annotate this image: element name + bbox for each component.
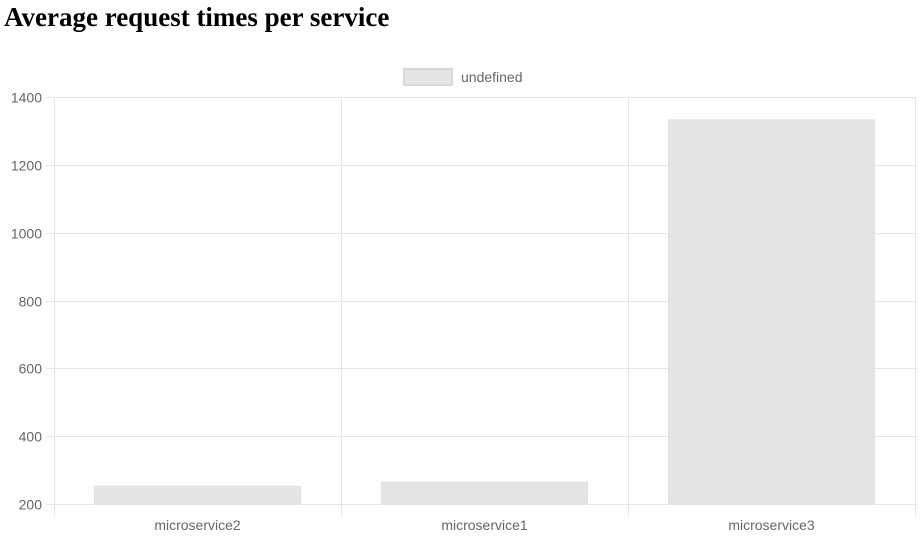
page-title: Average request times per service [4, 2, 390, 32]
x-tick-label: microservice3 [728, 517, 815, 533]
legend-label[interactable]: undefined [461, 69, 523, 85]
grid-layer [46, 97, 916, 516]
y-tick-label: 1400 [11, 90, 42, 106]
legend-swatch[interactable] [403, 68, 453, 86]
y-tick-label: 1200 [11, 158, 42, 174]
bar-microservice1[interactable] [380, 481, 589, 505]
bars-layer [93, 119, 876, 505]
y-tick-label: 800 [19, 294, 43, 310]
bar-microservice2[interactable] [93, 485, 302, 505]
x-tick-label: microservice1 [441, 517, 528, 533]
x-tick-label: microservice2 [154, 517, 241, 533]
axis-layer: 200 400 600 800 1000 1200 1400 microservice2 mic… [11, 90, 815, 534]
y-tick-label: 200 [19, 497, 43, 513]
chart-container: 200 400 600 800 1000 1200 1400 microservice2 mic… [0, 56, 923, 556]
legend[interactable]: undefined [403, 68, 523, 86]
y-tick-label: 400 [19, 429, 43, 445]
y-tick-label: 1000 [11, 226, 42, 242]
y-tick-label: 600 [19, 361, 43, 377]
bar-microservice3[interactable] [667, 119, 876, 505]
bar-chart: 200 400 600 800 1000 1200 1400 microservice2 mic… [11, 68, 916, 534]
